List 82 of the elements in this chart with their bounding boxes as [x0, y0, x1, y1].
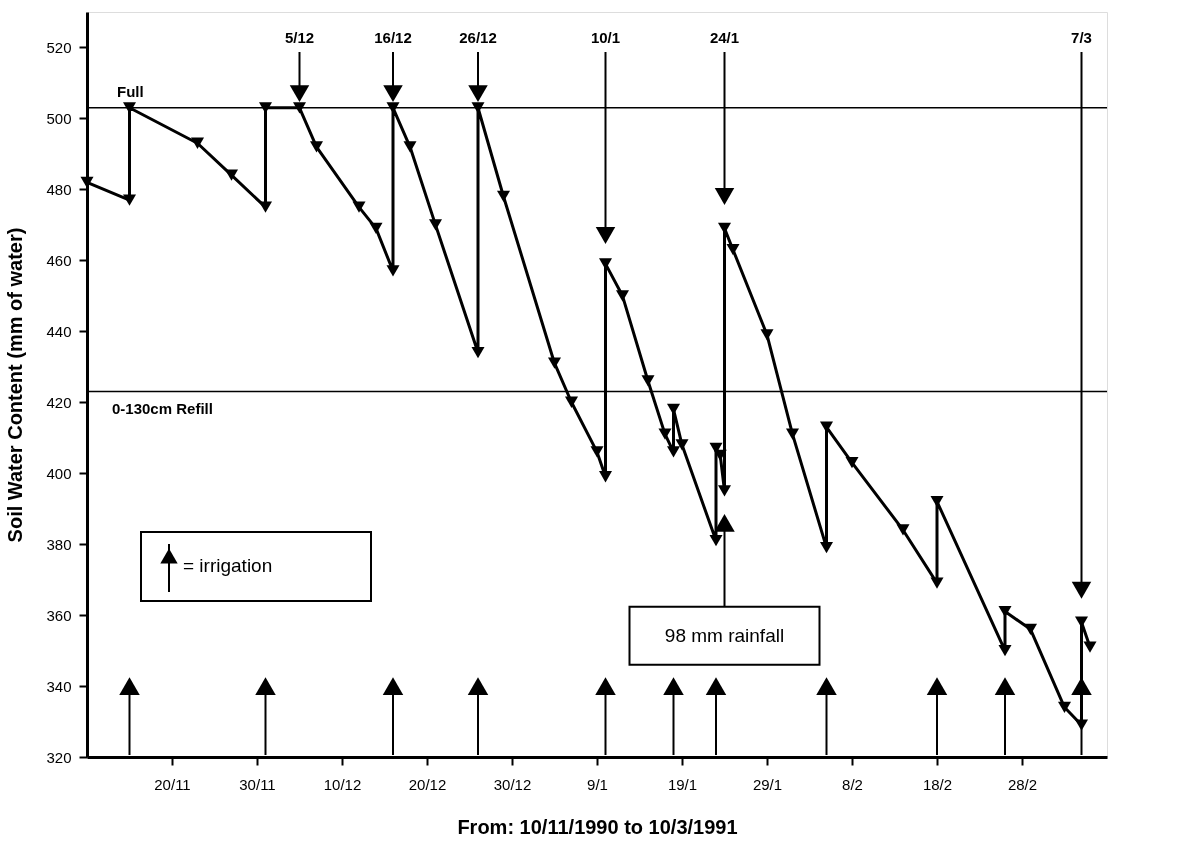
annotation: 10/1	[590, 29, 621, 46]
point	[190, 137, 205, 149]
point	[926, 677, 948, 695]
point	[382, 677, 404, 695]
x-tick-label: 9/1	[587, 775, 608, 793]
y-tick-label: 360	[46, 606, 72, 624]
x-axis-title: From: 10/11/1990 to 10/3/1991	[457, 815, 738, 838]
x-tick-label: 30/11	[239, 775, 276, 793]
y-tick-label: 440	[46, 322, 72, 340]
annotation: 24/1	[709, 29, 740, 46]
y-axis-title: Soil Water Content (mm of water)	[4, 227, 27, 543]
point	[403, 141, 417, 153]
point	[352, 201, 366, 213]
point	[785, 428, 800, 440]
point	[1071, 677, 1092, 695]
legend-label: = irrigation	[183, 555, 273, 576]
point	[386, 265, 400, 277]
point	[595, 677, 616, 695]
point	[1083, 641, 1097, 653]
point	[675, 439, 689, 451]
point	[845, 456, 859, 469]
annotation: 5/12	[284, 29, 315, 46]
x-tick-label: 30/12	[493, 775, 532, 793]
point	[666, 403, 681, 415]
point	[590, 446, 604, 458]
x-tick-label: 18/2	[922, 775, 953, 793]
point	[705, 677, 727, 695]
point	[471, 346, 485, 359]
x-tick-label: 20/11	[154, 775, 191, 793]
point	[663, 677, 684, 695]
x-tick-label: 28/2	[1007, 775, 1038, 793]
ref-line-label: Full	[117, 82, 144, 100]
point	[598, 471, 613, 483]
point	[1057, 701, 1072, 713]
point	[896, 524, 910, 536]
point	[717, 485, 732, 497]
point	[224, 169, 239, 181]
y-tick-label: 480	[46, 180, 72, 198]
point	[564, 396, 579, 408]
point	[713, 449, 727, 462]
point	[467, 677, 489, 695]
x-tick-label: 8/2	[842, 775, 863, 793]
point	[428, 219, 443, 231]
point	[496, 190, 511, 203]
y-tick-label: 520	[46, 38, 72, 56]
x-tick-label: 19/1	[667, 775, 698, 793]
point	[641, 375, 655, 387]
y-tick-label: 400	[46, 464, 72, 482]
y-tick-label: 380	[46, 535, 72, 553]
point	[255, 677, 276, 695]
x-tick-label: 29/1	[752, 775, 783, 793]
point	[122, 194, 137, 206]
point	[1023, 623, 1038, 635]
point	[80, 176, 94, 188]
annotation: 26/12	[459, 29, 497, 46]
y-tick-label: 500	[46, 109, 72, 127]
x-tick-label: 20/12	[408, 775, 447, 793]
y-tick-label: 460	[46, 251, 72, 269]
y-tick-label: 320	[46, 748, 72, 766]
y-tick-label: 420	[46, 393, 72, 411]
point	[819, 542, 834, 554]
annotation: 7/3	[1071, 29, 1092, 46]
point	[760, 329, 774, 341]
y-tick-label: 340	[46, 677, 72, 695]
point	[998, 644, 1012, 657]
annotation: 16/12	[374, 29, 412, 46]
point	[998, 605, 1012, 618]
point	[994, 677, 1016, 695]
point	[547, 357, 562, 369]
point	[816, 677, 837, 695]
point	[615, 290, 630, 302]
point	[666, 446, 681, 458]
point	[309, 141, 324, 153]
point	[119, 677, 140, 695]
point	[930, 495, 944, 508]
x-tick-label: 10/12	[323, 775, 362, 793]
annotation: 98 mm rainfall	[664, 624, 785, 646]
point	[258, 201, 273, 213]
point	[369, 222, 383, 235]
ref-line-label: 0-130cm Refill	[112, 399, 213, 417]
point	[709, 534, 723, 547]
point	[726, 244, 740, 256]
